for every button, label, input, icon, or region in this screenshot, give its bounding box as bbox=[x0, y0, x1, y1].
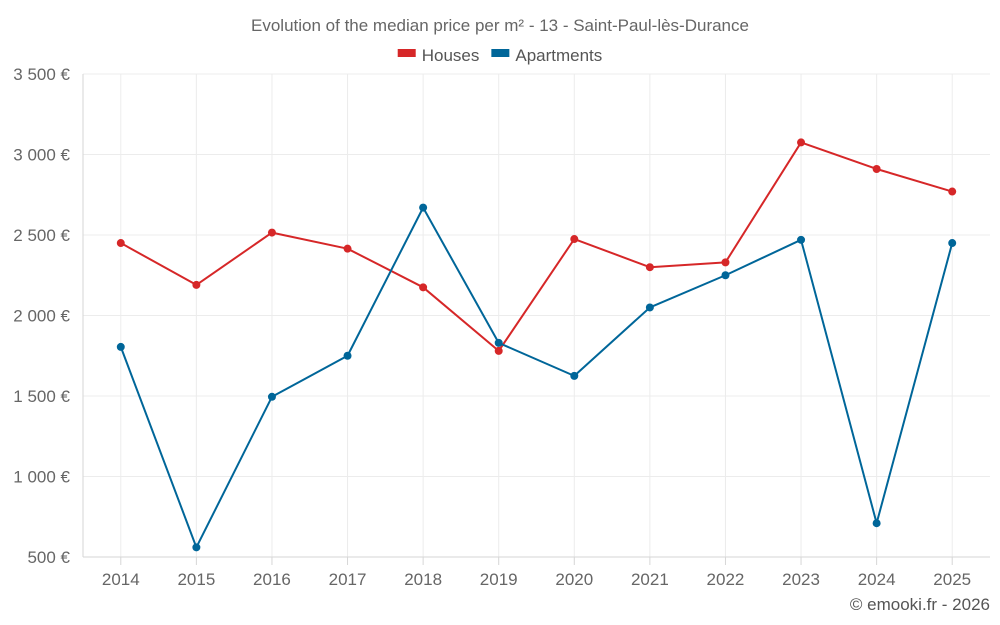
data-point-houses[interactable] bbox=[344, 245, 352, 253]
y-tick-label: 3 000 € bbox=[13, 146, 70, 165]
legend: Houses Apartments bbox=[398, 46, 603, 65]
data-point-houses[interactable] bbox=[948, 188, 956, 196]
x-tick-label: 2019 bbox=[480, 570, 518, 589]
data-point-houses[interactable] bbox=[419, 283, 427, 291]
legend-label: Houses bbox=[422, 46, 480, 65]
data-point-apartments[interactable] bbox=[948, 239, 956, 247]
data-point-houses[interactable] bbox=[797, 138, 805, 146]
data-point-apartments[interactable] bbox=[268, 393, 276, 401]
data-point-houses[interactable] bbox=[117, 239, 125, 247]
series-line-apartments bbox=[121, 208, 952, 548]
series-line-houses bbox=[121, 142, 952, 350]
chart-title: Evolution of the median price per m² - 1… bbox=[251, 16, 749, 35]
footer-credit: © emooki.fr - 2026 bbox=[850, 595, 990, 614]
x-tick-label: 2015 bbox=[177, 570, 215, 589]
data-point-apartments[interactable] bbox=[117, 343, 125, 351]
y-tick-label: 1 500 € bbox=[13, 387, 70, 406]
data-point-apartments[interactable] bbox=[495, 339, 503, 347]
chart-container: Evolution of the median price per m² - 1… bbox=[0, 0, 1000, 625]
series-group bbox=[117, 138, 956, 551]
data-point-houses[interactable] bbox=[495, 347, 503, 355]
grid bbox=[83, 74, 990, 557]
x-tick-label: 2020 bbox=[555, 570, 593, 589]
x-axis: 2014 2015 2016 2017 2018 2019 2020 2021 2022 2023… bbox=[83, 557, 990, 589]
data-point-apartments[interactable] bbox=[646, 303, 654, 311]
data-point-houses[interactable] bbox=[268, 229, 276, 237]
y-tick-label: 2 500 € bbox=[13, 226, 70, 245]
data-point-houses[interactable] bbox=[873, 165, 881, 173]
legend-label: Apartments bbox=[515, 46, 602, 65]
data-point-houses[interactable] bbox=[570, 235, 578, 243]
data-point-apartments[interactable] bbox=[344, 352, 352, 360]
x-tick-label: 2024 bbox=[858, 570, 896, 589]
x-tick-label: 2018 bbox=[404, 570, 442, 589]
data-point-apartments[interactable] bbox=[570, 372, 578, 380]
legend-item-houses[interactable]: Houses bbox=[398, 46, 480, 65]
legend-item-apartments[interactable]: Apartments bbox=[491, 46, 602, 65]
y-tick-label: 500 € bbox=[27, 548, 70, 567]
data-point-apartments[interactable] bbox=[873, 519, 881, 527]
x-tick-label: 2021 bbox=[631, 570, 669, 589]
legend-swatch bbox=[491, 49, 509, 57]
y-tick-label: 1 000 € bbox=[13, 468, 70, 487]
data-point-houses[interactable] bbox=[192, 281, 200, 289]
data-point-apartments[interactable] bbox=[192, 543, 200, 551]
data-point-apartments[interactable] bbox=[419, 204, 427, 212]
x-tick-label: 2022 bbox=[707, 570, 745, 589]
x-tick-label: 2016 bbox=[253, 570, 291, 589]
x-tick-label: 2023 bbox=[782, 570, 820, 589]
data-point-apartments[interactable] bbox=[797, 236, 805, 244]
data-point-houses[interactable] bbox=[721, 258, 729, 266]
legend-swatch bbox=[398, 49, 416, 57]
data-point-apartments[interactable] bbox=[721, 271, 729, 279]
x-tick-label: 2014 bbox=[102, 570, 140, 589]
data-point-houses[interactable] bbox=[646, 263, 654, 271]
x-tick-label: 2017 bbox=[329, 570, 367, 589]
y-axis: 500 € 1 000 € 1 500 € 2 000 € 2 500 € 3 000 €… bbox=[13, 65, 83, 567]
line-chart: Evolution of the median price per m² - 1… bbox=[0, 0, 1000, 625]
y-tick-label: 3 500 € bbox=[13, 65, 70, 84]
y-tick-label: 2 000 € bbox=[13, 307, 70, 326]
x-tick-label: 2025 bbox=[933, 570, 971, 589]
